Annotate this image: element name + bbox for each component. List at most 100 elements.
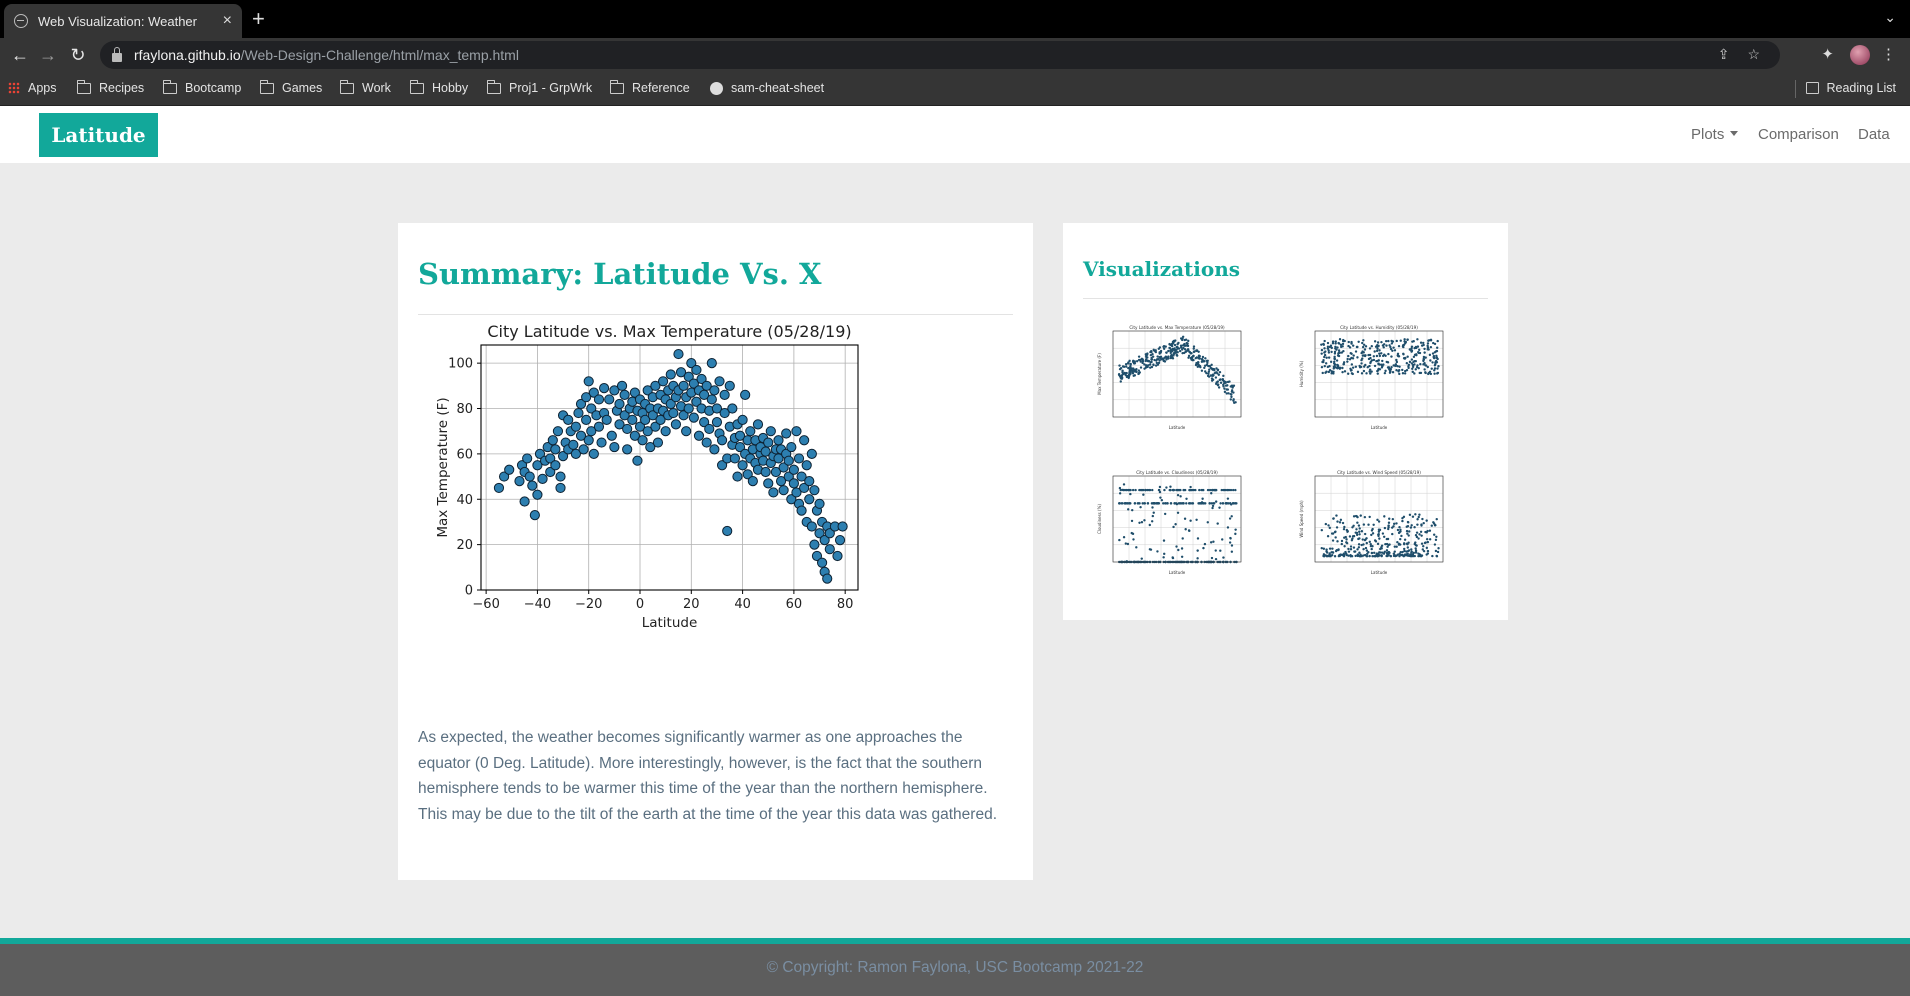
nav-plots-dropdown[interactable]: Plots <box>1691 126 1739 143</box>
thumbnail-point <box>1403 538 1407 541</box>
thumbnail-point <box>1380 544 1384 547</box>
thumbnail-point <box>1411 367 1414 370</box>
browser-tab[interactable]: Web Visualization: Weather × <box>4 4 242 38</box>
bookmark-hobby[interactable]: Hobby <box>409 79 468 95</box>
thumbnail-point <box>1326 341 1330 345</box>
thumbnail-point <box>1376 542 1380 546</box>
tab-close-icon[interactable]: × <box>222 12 232 29</box>
address-bar[interactable]: rfaylona.github.io/Web-Design-Challenge/… <box>100 41 1780 69</box>
thumbnail-point <box>1164 345 1167 348</box>
scatter-point <box>588 387 599 398</box>
bookmark-bootcamp[interactable]: Bootcamp <box>162 79 241 95</box>
thumbnail-point <box>1210 556 1214 560</box>
thumbnail-point <box>1152 363 1155 366</box>
profile-avatar[interactable] <box>1850 45 1870 65</box>
thumbnail-point <box>1229 398 1232 401</box>
thumbnail-point <box>1404 369 1407 373</box>
thumbnail-point <box>1354 365 1358 368</box>
thumbnail-point <box>1362 343 1366 346</box>
thumbnail-point <box>1415 531 1419 534</box>
thumbnail-point <box>1222 374 1225 378</box>
thumbnail-point <box>1226 380 1230 384</box>
thumbnail-point <box>1150 360 1153 364</box>
thumbnail-point <box>1172 488 1176 492</box>
tab-search-icon[interactable]: ⌄ <box>1884 9 1896 25</box>
bookmark-apps[interactable]: Apps <box>8 81 57 95</box>
thumbnail-point <box>1403 549 1406 553</box>
thumbnail-point <box>1185 341 1188 345</box>
scatter-point <box>527 480 538 491</box>
thumbnail-point <box>1386 545 1389 548</box>
thumbnail-point <box>1362 523 1366 526</box>
thumbnail-point <box>1413 372 1416 375</box>
scatter-point <box>555 482 566 494</box>
thumbnail-point <box>1322 360 1325 364</box>
brand-logo-link[interactable]: Latitude <box>39 113 158 157</box>
thumbnail-point <box>1339 343 1343 347</box>
nav-comparison-link[interactable]: Comparison <box>1758 126 1839 143</box>
thumbnail-point <box>1378 551 1381 554</box>
thumbnail-point <box>1324 350 1327 353</box>
x-tick-label: 60 <box>786 597 803 612</box>
folder-icon <box>339 79 354 94</box>
thumbnail-point <box>1428 353 1432 357</box>
reading-list-icon <box>1805 82 1819 94</box>
thumbnail-point <box>1160 498 1164 502</box>
thumbnail-point <box>1169 502 1173 505</box>
new-tab-button[interactable]: + <box>252 6 265 31</box>
thumbnail-point <box>1196 365 1199 369</box>
bookmark-reference[interactable]: Reference <box>609 79 690 95</box>
thumbnail-point <box>1232 384 1236 387</box>
thumbnail-point <box>1170 344 1174 348</box>
thumbnail-point <box>1376 347 1379 350</box>
thumbnail-cloudiness[interactable]: City Latitude vs. Cloudiness (05/28/19) L… <box>1091 468 1256 578</box>
thumbnail-point <box>1192 358 1195 362</box>
thumbnail-wind-speed[interactable]: City Latitude vs. Wind Speed (05/28/19) L… <box>1293 468 1458 578</box>
thumbnail-point <box>1426 529 1429 533</box>
thumbnail-point <box>1401 550 1404 554</box>
nav-data-link[interactable]: Data <box>1858 126 1890 143</box>
scatter-point <box>665 369 676 380</box>
thumbnail-humidity[interactable]: City Latitude vs. Humidity (05/28/19) Lat… <box>1293 323 1458 433</box>
thumbnail-point <box>1398 372 1401 376</box>
thumbnail-point <box>1183 517 1187 520</box>
reload-icon[interactable]: ↻ <box>70 45 86 65</box>
thumbnail-point <box>1369 361 1372 365</box>
thumbnail-point <box>1407 366 1410 370</box>
back-icon[interactable]: ← <box>11 45 29 65</box>
thumbnail-point <box>1380 352 1383 355</box>
bookmark-games[interactable]: Games <box>259 79 322 95</box>
thumbnail-point <box>1426 365 1430 369</box>
thumbnail-point <box>1360 372 1364 375</box>
bookmark-sam-cheat-sheet[interactable]: sam-cheat-sheet <box>710 81 824 95</box>
thumbnail-point <box>1399 537 1402 541</box>
thumbnail-point <box>1404 553 1407 557</box>
thumbnail-point <box>1335 526 1339 529</box>
thumbnail-point <box>1402 542 1406 545</box>
reading-list-button[interactable]: Reading List <box>1805 81 1896 95</box>
bookmark-proj1[interactable]: Proj1 - GrpWrk <box>486 79 592 95</box>
extensions-icon[interactable]: ✦ <box>1821 46 1834 63</box>
scatter-point <box>524 471 535 482</box>
thumbnail-point <box>1152 348 1155 352</box>
thumbnail-point <box>1216 372 1219 375</box>
share-icon[interactable]: ⇪ <box>1717 46 1730 62</box>
bookmark-recipes[interactable]: Recipes <box>76 79 144 95</box>
thumbnail-point <box>1201 497 1204 500</box>
thumbnail-point <box>1157 488 1161 492</box>
forward-icon[interactable]: → <box>39 45 57 65</box>
thumbnail-point <box>1351 366 1355 369</box>
thumbnail-point <box>1353 550 1356 553</box>
scatter-point <box>586 403 597 414</box>
thumbnail-point <box>1422 549 1426 553</box>
thumbnail-point <box>1433 342 1437 346</box>
browser-menu-icon[interactable]: ⋮ <box>1881 46 1896 63</box>
bookmark-star-icon[interactable]: ☆ <box>1747 46 1760 62</box>
thumbnail-point <box>1357 543 1361 546</box>
thumbnail-point <box>1205 371 1208 375</box>
bookmark-work[interactable]: Work <box>339 79 391 95</box>
thumbnail-point <box>1436 371 1440 375</box>
thumbnail-max-temp[interactable]: City Latitude vs. Max Temperature (05/28… <box>1091 323 1256 433</box>
thumbnail-point <box>1130 519 1134 523</box>
thumbnail-point <box>1341 342 1345 346</box>
